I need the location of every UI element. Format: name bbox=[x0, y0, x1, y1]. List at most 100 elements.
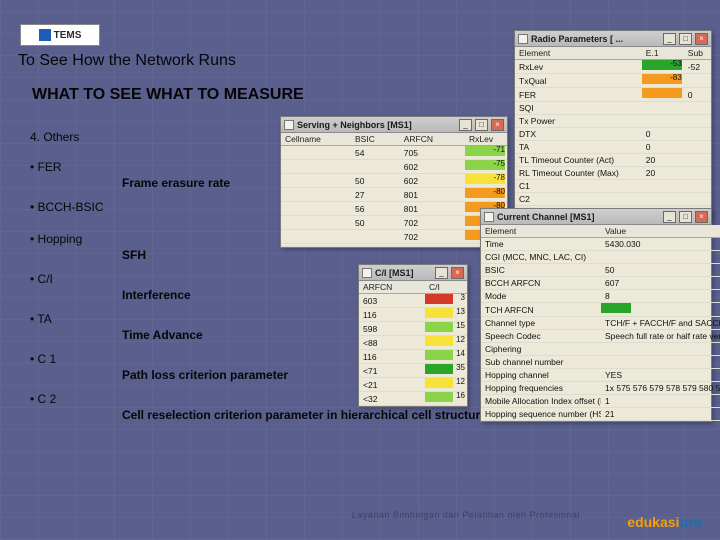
minimize-button[interactable]: _ bbox=[663, 211, 676, 223]
cell-cellname bbox=[281, 188, 351, 202]
table-row[interactable]: 602-75 bbox=[281, 160, 507, 174]
table-row[interactable]: 54705-71 bbox=[281, 146, 507, 160]
table-row[interactable]: DTX0 bbox=[515, 128, 711, 141]
table-row[interactable]: 56801-80 bbox=[281, 202, 507, 216]
col-element[interactable]: Element bbox=[515, 47, 642, 60]
minimize-button[interactable]: _ bbox=[663, 33, 676, 45]
window-icon bbox=[484, 212, 494, 222]
col-value[interactable]: Value bbox=[601, 225, 720, 238]
col-arfcn[interactable]: ARFCN bbox=[400, 133, 465, 146]
table-row[interactable]: 6033 bbox=[359, 294, 467, 308]
cell-v2 bbox=[684, 167, 711, 180]
pro-text: pro bbox=[679, 514, 702, 530]
cell-v1: 0 bbox=[642, 128, 684, 141]
col-cellname[interactable]: Cellname bbox=[281, 133, 351, 146]
close-button[interactable]: × bbox=[491, 119, 504, 131]
table-row[interactable]: Mobile Allocation Index offset (MAIO)1 bbox=[481, 395, 720, 408]
table-row[interactable]: 50702-81 bbox=[281, 216, 507, 230]
cell-bar: 15 bbox=[425, 322, 467, 336]
table-row[interactable]: <2112 bbox=[359, 378, 467, 392]
table-row[interactable]: Hopping sequence number (HSN)21 bbox=[481, 408, 720, 421]
col-arfcn[interactable]: ARFCN bbox=[359, 281, 425, 294]
close-button[interactable]: × bbox=[695, 33, 708, 45]
close-button[interactable]: × bbox=[695, 211, 708, 223]
table-row[interactable]: C1 bbox=[515, 180, 711, 193]
table-row[interactable]: TCH ARFCN bbox=[481, 303, 720, 317]
col-rxlev[interactable]: RxLev bbox=[465, 133, 507, 146]
col-bsic[interactable]: BSIC bbox=[351, 133, 400, 146]
table-row[interactable]: 59815 bbox=[359, 322, 467, 336]
table-row[interactable]: BCCH ARFCN607 bbox=[481, 277, 720, 290]
table-row[interactable]: TL Timeout Counter (Act)20 bbox=[515, 154, 711, 167]
table-row[interactable]: RL Timeout Counter (Max)20 bbox=[515, 167, 711, 180]
cell-value: 1 bbox=[601, 395, 720, 408]
col-sub[interactable]: Sub bbox=[684, 47, 711, 60]
table-row[interactable]: <8812 bbox=[359, 336, 467, 350]
cell-arfcn: <71 bbox=[359, 364, 425, 378]
table-row[interactable]: C2 bbox=[515, 193, 711, 206]
minimize-button[interactable]: _ bbox=[435, 267, 448, 279]
cell-v1: 0 bbox=[642, 141, 684, 154]
cell-bsic: 56 bbox=[351, 202, 400, 216]
table-row[interactable]: Hopping frequencies1x 575 576 579 578 57… bbox=[481, 382, 720, 395]
tems-logo-text: TEMS bbox=[54, 30, 82, 41]
table-row[interactable]: Sub channel number bbox=[481, 356, 720, 369]
cell-arfcn: <21 bbox=[359, 378, 425, 392]
cell-cellname bbox=[281, 146, 351, 160]
col-ci[interactable]: C/I bbox=[425, 281, 467, 294]
window-icon bbox=[518, 34, 528, 44]
cell-bar: -71 bbox=[465, 146, 507, 160]
cell-value: 50 bbox=[601, 264, 720, 277]
cell-value: 21 bbox=[601, 408, 720, 421]
cell-bar: -83 bbox=[642, 74, 684, 88]
item-c1: • C 1 bbox=[30, 352, 56, 366]
cell-arfcn: 602 bbox=[400, 174, 465, 188]
cell-label: CGI (MCC, MNC, LAC, CI) bbox=[481, 251, 601, 264]
table-row[interactable]: SQI bbox=[515, 102, 711, 115]
cell-arfcn: 602 bbox=[400, 160, 465, 174]
table-row[interactable]: CGI (MCC, MNC, LAC, CI) bbox=[481, 251, 720, 264]
table-row[interactable] bbox=[281, 244, 507, 247]
table-row[interactable]: 50602-78 bbox=[281, 174, 507, 188]
table-row[interactable]: RxLev-53-52 bbox=[515, 60, 711, 74]
table-row[interactable]: Time5430.030 bbox=[481, 238, 720, 251]
table-row[interactable]: Ciphering bbox=[481, 343, 720, 356]
edukasipro-logo: edukasipro bbox=[627, 514, 702, 530]
cell-label: C1 bbox=[515, 180, 642, 193]
cell-v2: 0 bbox=[684, 88, 711, 102]
current-grid: Element Value Time5430.030CGI (MCC, MNC,… bbox=[481, 225, 720, 421]
cell-v1 bbox=[642, 193, 684, 206]
col-element[interactable]: Element bbox=[481, 225, 601, 238]
cell-label: Speech Codec bbox=[481, 330, 601, 343]
cell-value: Speech full rate or half rate version 2 bbox=[601, 330, 720, 343]
table-row[interactable]: Hopping channelYES bbox=[481, 369, 720, 382]
cell-arfcn: 116 bbox=[359, 350, 425, 364]
table-row[interactable]: BSIC50 bbox=[481, 264, 720, 277]
table-row[interactable]: Tx Power bbox=[515, 115, 711, 128]
table-row[interactable]: 11613 bbox=[359, 308, 467, 322]
table-row[interactable]: Channel typeTCH/F + FACCH/F and SACCH/F bbox=[481, 317, 720, 330]
close-button[interactable]: × bbox=[451, 267, 464, 279]
cell-label: Hopping channel bbox=[481, 369, 601, 382]
edukasi-text: edukasi bbox=[627, 514, 679, 530]
table-row[interactable]: TxQual-83 bbox=[515, 74, 711, 88]
window-title: Radio Parameters [ ... bbox=[531, 34, 660, 44]
table-row[interactable]: 11614 bbox=[359, 350, 467, 364]
item-ci: • C/I bbox=[30, 272, 53, 286]
maximize-button[interactable]: □ bbox=[475, 119, 488, 131]
cell-label: FER bbox=[515, 88, 642, 102]
col-e1[interactable]: E.1 bbox=[642, 47, 684, 60]
table-row[interactable]: <3216 bbox=[359, 392, 467, 406]
cell-label: BSIC bbox=[481, 264, 601, 277]
table-row[interactable]: TA0 bbox=[515, 141, 711, 154]
table-row[interactable]: Mode8 bbox=[481, 290, 720, 303]
table-row[interactable]: Speech CodecSpeech full rate or half rat… bbox=[481, 330, 720, 343]
cell-v2 bbox=[684, 115, 711, 128]
table-row[interactable]: <7135 bbox=[359, 364, 467, 378]
maximize-button[interactable]: □ bbox=[679, 33, 692, 45]
maximize-button[interactable]: □ bbox=[679, 211, 692, 223]
table-row[interactable]: 27801-80 bbox=[281, 188, 507, 202]
minimize-button[interactable]: _ bbox=[459, 119, 472, 131]
table-row[interactable]: FER 0 bbox=[515, 88, 711, 102]
table-row[interactable]: 702-83 bbox=[281, 230, 507, 244]
